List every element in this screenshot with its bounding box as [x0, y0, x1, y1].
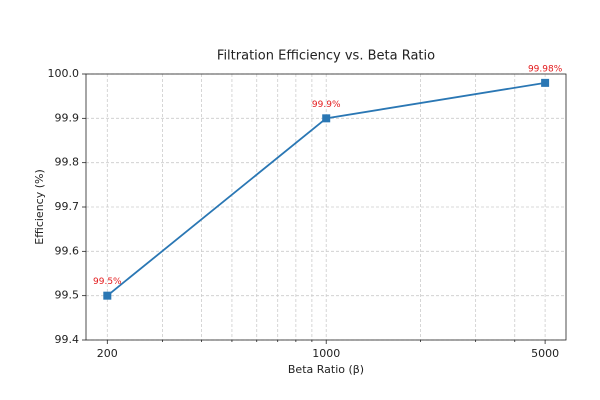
chart-title: Filtration Efficiency vs. Beta Ratio [217, 49, 435, 64]
data-label: 99.5% [93, 277, 122, 287]
x-tick-label: 1000 [312, 347, 340, 360]
y-tick-label: 99.6 [55, 244, 80, 257]
marker [322, 114, 331, 123]
marker [541, 78, 550, 87]
y-tick-label: 99.9 [55, 111, 80, 124]
y-tick-label: 99.7 [55, 200, 80, 213]
x-axis-label: Beta Ratio (β) [288, 363, 364, 376]
x-tick-label: 200 [97, 347, 118, 360]
data-label: 99.9% [312, 100, 341, 110]
x-tick-label: 5000 [531, 347, 559, 360]
y-tick-label: 99.4 [55, 333, 80, 346]
y-tick-label: 99.5 [55, 289, 80, 302]
marker [103, 291, 112, 300]
y-tick-label: 100.0 [48, 67, 80, 80]
data-label: 99.98% [528, 64, 563, 74]
y-tick-label: 99.8 [55, 156, 80, 169]
y-axis-label: Efficiency (%) [33, 169, 46, 245]
